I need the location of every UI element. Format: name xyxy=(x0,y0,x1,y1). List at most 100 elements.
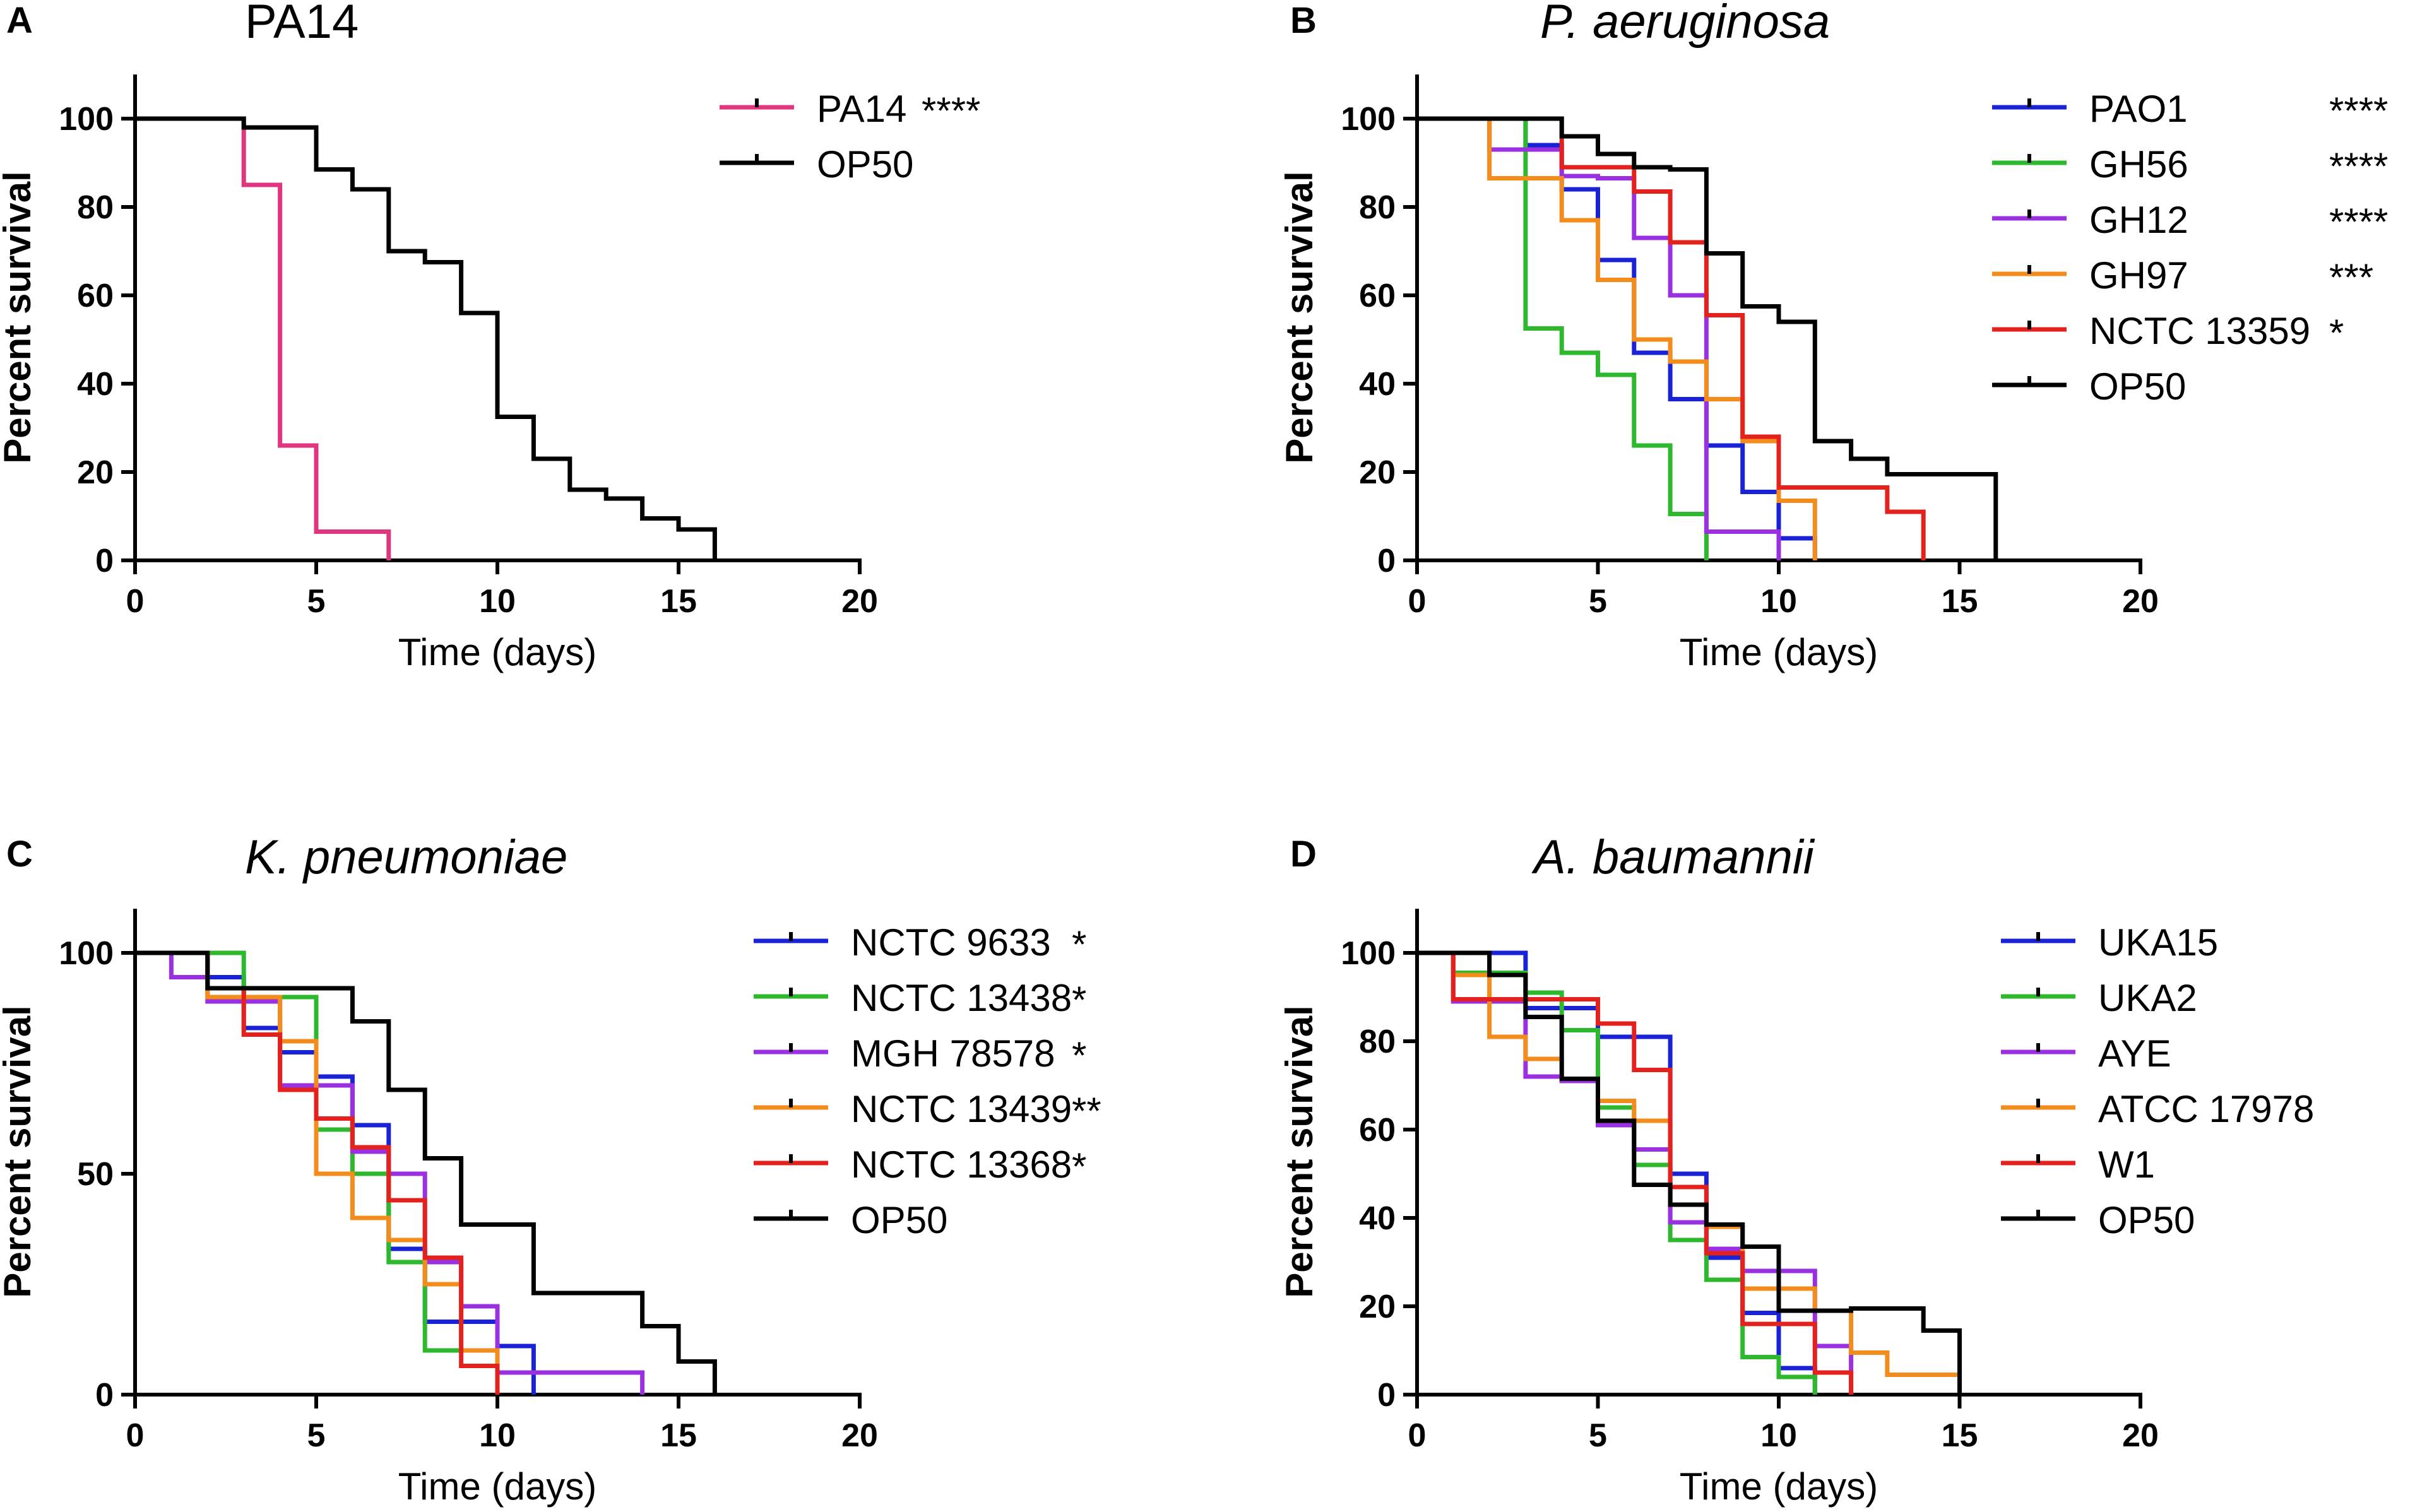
legend-label: W1 xyxy=(2098,1143,2155,1186)
x-tick-label: 0 xyxy=(1408,1417,1427,1454)
legend-entry: MGH 78578 * xyxy=(754,1032,1086,1077)
legend-entry: NCTC 13439 ** xyxy=(754,1088,1101,1132)
y-tick-label: 60 xyxy=(1359,278,1396,314)
y-axis-label: Percent survival xyxy=(0,171,39,464)
x-tick-label: 20 xyxy=(2122,1417,2159,1454)
panel-a: A PA14 0 5 10 15 20 0 20 40 60 80 100 Time (days) Perc… xyxy=(0,0,980,673)
legend-entry: GH56 **** xyxy=(1992,143,2388,187)
series-line-uka2 xyxy=(1417,950,1817,1395)
x-tick-label: 5 xyxy=(307,1417,326,1454)
y-tick-label: 60 xyxy=(77,278,114,314)
legend-label: NCTC 13438 xyxy=(851,977,1072,1019)
y-tick-label: 0 xyxy=(1377,543,1396,579)
panel-d: D A. baumannii 0 5 10 15 20 0 20 40 60 80 100 Time (d… xyxy=(1278,830,2314,1508)
panel-b: B P. aeruginosa 0 5 10 15 20 0 20 40 60 80 100 Time (… xyxy=(1278,0,2388,673)
panel-letter: A xyxy=(6,0,33,41)
y-tick-label: 20 xyxy=(1359,1289,1396,1325)
series-line-op50 xyxy=(1417,116,1998,560)
x-tick-label: 10 xyxy=(479,1417,516,1454)
legend-label: PAO1 xyxy=(2089,88,2188,130)
panel-letter: B xyxy=(1290,0,1317,41)
x-tick-label: 5 xyxy=(1589,1417,1607,1454)
x-tick-label: 0 xyxy=(126,583,145,620)
legend-entry: OP50 xyxy=(720,143,913,186)
significance-label: * xyxy=(1072,1145,1086,1188)
x-tick-label: 10 xyxy=(479,583,516,620)
legend-label: NCTC 13368 xyxy=(851,1143,1072,1186)
legend-entry: OP50 xyxy=(2001,1199,2195,1241)
x-tick-label: 20 xyxy=(2122,583,2159,620)
y-tick-label: 40 xyxy=(1359,366,1396,403)
x-tick-label: 10 xyxy=(1760,1417,1797,1454)
legend-label: OP50 xyxy=(817,143,913,186)
legend-label: OP50 xyxy=(851,1199,947,1241)
legend-entry: UKA2 xyxy=(2001,977,2197,1019)
panel-title: A. baumannii xyxy=(1531,830,1815,884)
legend-label: UKA15 xyxy=(2098,921,2218,964)
legend-label: GH56 xyxy=(2089,143,2188,186)
legend-label: GH97 xyxy=(2089,254,2188,297)
panel-c: C K. pneumoniae 0 5 10 15 20 0 50 100 Time (days) P… xyxy=(0,830,1101,1508)
significance-label: *** xyxy=(2329,256,2373,298)
legend-entry: GH12 **** xyxy=(1992,199,2388,243)
series-line-uka15 xyxy=(1417,950,1817,1395)
y-axis-label: Percent survival xyxy=(0,1005,39,1298)
y-tick-label: 40 xyxy=(77,366,114,403)
y-axis-label: Percent survival xyxy=(1278,171,1320,464)
y-tick-label: 0 xyxy=(95,1377,114,1414)
legend-entry: NCTC 9633 * xyxy=(754,921,1086,966)
series-line-nctc-13359 xyxy=(1417,116,1926,560)
legend-entry: UKA15 xyxy=(2001,921,2218,964)
series-line-pa14 xyxy=(135,116,391,560)
y-tick-label: 20 xyxy=(1359,454,1396,491)
x-axis-label: Time (days) xyxy=(1680,1465,1878,1508)
x-axis-label: Time (days) xyxy=(1680,631,1878,673)
y-tick-label: 80 xyxy=(77,189,114,226)
legend-label: PA14 xyxy=(817,88,906,130)
legend-entry: AYE xyxy=(2001,1032,2171,1075)
x-tick-label: 15 xyxy=(660,1417,697,1454)
panel-title: K. pneumoniae xyxy=(245,830,567,884)
y-tick-label: 60 xyxy=(1359,1112,1396,1149)
legend-entry: NCTC 13438 * xyxy=(754,977,1086,1021)
significance-label: **** xyxy=(2329,90,2388,132)
series-line-op50 xyxy=(1417,950,1962,1395)
y-tick-label: 100 xyxy=(59,101,114,138)
legend-label: NCTC 13439 xyxy=(851,1088,1072,1130)
panel-letter: D xyxy=(1290,834,1317,875)
significance-label: * xyxy=(1072,923,1086,966)
series-line-gh12 xyxy=(1417,116,1781,560)
y-tick-label: 100 xyxy=(1341,935,1396,972)
y-tick-label: 0 xyxy=(1377,1377,1396,1414)
y-tick-label: 80 xyxy=(1359,189,1396,226)
x-tick-label: 20 xyxy=(841,583,878,620)
series-line-gh56 xyxy=(1417,116,1709,560)
x-tick-label: 20 xyxy=(841,1417,878,1454)
x-tick-label: 0 xyxy=(1408,583,1427,620)
y-tick-label: 40 xyxy=(1359,1200,1396,1237)
legend-label: NCTC 9633 xyxy=(851,921,1051,964)
legend-label: NCTC 13359 xyxy=(2089,310,2310,352)
x-tick-label: 10 xyxy=(1760,583,1797,620)
legend-entry: NCTC 13359 * xyxy=(1992,310,2344,354)
significance-label: ** xyxy=(1072,1090,1101,1132)
significance-label: * xyxy=(1072,979,1086,1021)
legend-label: UKA2 xyxy=(2098,977,2197,1019)
series-line-op50 xyxy=(135,116,717,560)
panel-letter: C xyxy=(6,834,33,875)
legend-label: ATCC 17978 xyxy=(2098,1088,2314,1130)
significance-label: * xyxy=(2329,312,2344,354)
significance-label: * xyxy=(1072,1034,1086,1077)
panel-title: P. aeruginosa xyxy=(1540,0,1830,49)
x-tick-label: 15 xyxy=(1942,583,1978,620)
x-tick-label: 15 xyxy=(1942,1417,1978,1454)
legend-entry: W1 xyxy=(2001,1143,2155,1186)
legend-label: OP50 xyxy=(2089,365,2186,408)
y-tick-label: 0 xyxy=(95,543,114,579)
y-tick-label: 50 xyxy=(77,1156,114,1193)
x-axis-label: Time (days) xyxy=(398,1465,596,1508)
series-line-op50 xyxy=(135,950,717,1395)
legend-entry: PAO1 **** xyxy=(1992,88,2388,132)
x-tick-label: 0 xyxy=(126,1417,145,1454)
